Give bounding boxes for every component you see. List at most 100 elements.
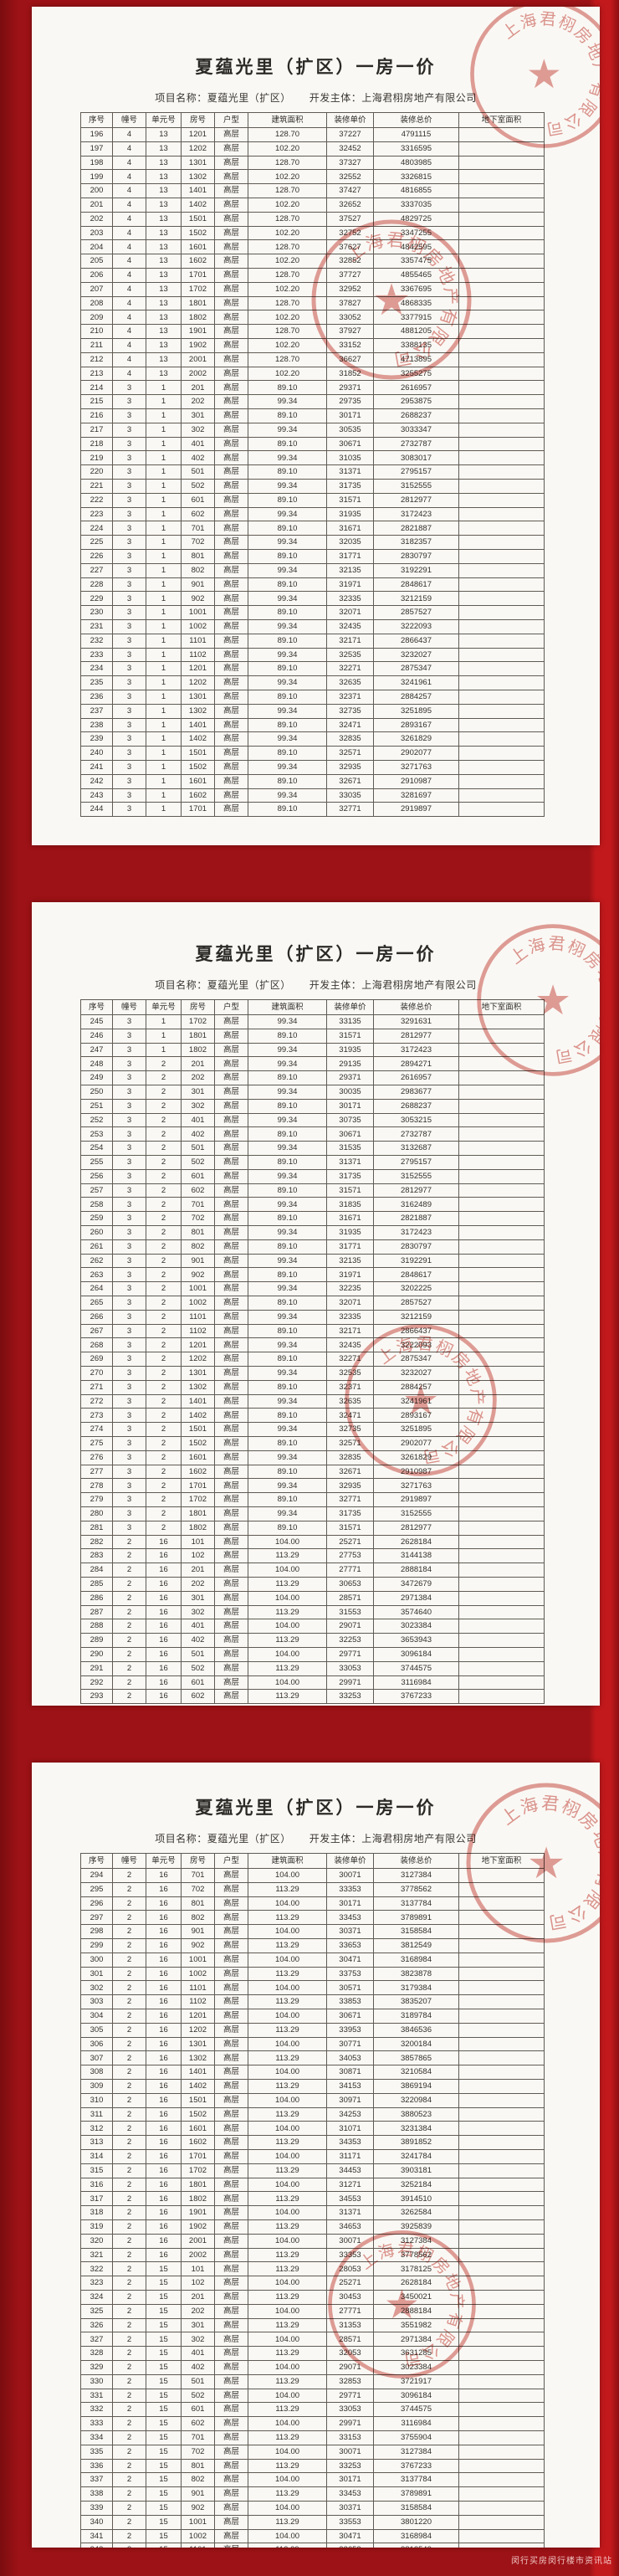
cell: 高层	[214, 1590, 248, 1606]
cell: 15	[146, 2416, 182, 2431]
cell: 2	[146, 1379, 182, 1395]
cell: 202	[80, 211, 113, 227]
cell: 1801	[181, 1028, 215, 1044]
cell: 901	[181, 2486, 215, 2502]
cell: 1501	[181, 211, 215, 227]
cell: 16	[146, 2191, 182, 2207]
cell: 402	[181, 1126, 215, 1142]
cell: 4	[112, 310, 146, 326]
cell: 2	[146, 1281, 182, 1296]
cell: 201	[181, 380, 215, 396]
cell: 339	[80, 2500, 113, 2516]
cell: 1101	[181, 2543, 215, 2548]
cell: 30653	[326, 1576, 374, 1592]
cell: 31371	[326, 464, 374, 480]
cell: 99.34	[248, 759, 327, 775]
cell: 2	[112, 2233, 146, 2249]
cell: 2910987	[373, 1464, 459, 1480]
cell: 231	[80, 618, 113, 634]
table-row: 245 3 1 1702 高层 99.34 33135 3291631	[80, 1014, 545, 1029]
cell	[458, 1155, 545, 1170]
cell: 1902	[181, 338, 215, 353]
cell: 99.34	[248, 1450, 327, 1465]
cell: 3	[112, 675, 146, 690]
cell: 113.29	[248, 2022, 327, 2038]
cell: 16	[146, 1881, 182, 1897]
cell: 3255275	[373, 366, 459, 382]
cell: 高层	[214, 1422, 248, 1437]
cell: 328	[80, 2346, 113, 2361]
cell: 3	[112, 521, 146, 536]
cell: 113.29	[248, 2486, 327, 2502]
table-row: 284 2 16 201 高层 104.00 27771 2888184	[80, 1563, 545, 1578]
cell: 99.34	[248, 535, 327, 550]
cell: 113.29	[248, 2514, 327, 2530]
cell: 3127384	[373, 2444, 459, 2460]
developer-label: 开发主体：上海君栩房地产有限公司	[309, 1833, 477, 1845]
cell: 1602	[181, 788, 215, 803]
cell: 290	[80, 1646, 113, 1662]
cell: 3291631	[373, 1014, 459, 1029]
cell	[458, 338, 545, 353]
cell: 402	[181, 2359, 215, 2375]
table-row: 224 3 1 701 高层 89.10 31671 2821887	[80, 521, 545, 536]
cell: 258	[80, 1197, 113, 1213]
cell: 3033347	[373, 422, 459, 438]
cell: 224	[80, 521, 113, 536]
cell: 30671	[326, 1126, 374, 1142]
cell: 32071	[326, 1296, 374, 1311]
cell: 3252184	[373, 2177, 459, 2193]
cell: 232	[80, 633, 113, 649]
cell: 3137784	[373, 2472, 459, 2488]
cell: 89.10	[248, 773, 327, 789]
cell: 高层	[214, 788, 248, 803]
cell: 2848617	[373, 1267, 459, 1283]
cell: 242	[80, 773, 113, 789]
cell: 32435	[326, 618, 374, 634]
table-row: 329 2 15 402 高层 104.00 29071 3023384	[80, 2359, 545, 2375]
cell: 3168984	[373, 2528, 459, 2544]
cell: 2	[112, 2500, 146, 2516]
cell: 高层	[214, 2036, 248, 2052]
cell: 高层	[214, 605, 248, 620]
cell	[458, 1197, 545, 1213]
table-row: 311 2 16 1502 高层 113.29 34253 3880523	[80, 2106, 545, 2122]
cell	[458, 2514, 545, 2530]
cell: 253	[80, 1126, 113, 1142]
cell: 89.10	[248, 1098, 327, 1114]
cell: 701	[181, 2430, 215, 2445]
cell: 高层	[214, 1492, 248, 1507]
cell: 2	[112, 1534, 146, 1550]
cell: 104.00	[248, 1646, 327, 1662]
cell: 4868335	[373, 295, 459, 311]
cell: 30671	[326, 2009, 374, 2024]
cell: 3	[112, 689, 146, 705]
cell	[458, 1506, 545, 1521]
cell: 32235	[326, 1281, 374, 1296]
cell: 113.29	[248, 2191, 327, 2207]
cell: 高层	[214, 464, 248, 480]
cell: 30171	[326, 2472, 374, 2488]
cell: 701	[181, 1868, 215, 1883]
cell: 3	[112, 548, 146, 564]
cell: 99.34	[248, 731, 327, 747]
cell: 502	[181, 478, 215, 494]
table-row: 271 3 2 1302 高层 89.10 32371 2884257	[80, 1379, 545, 1395]
cell: 89.10	[248, 492, 327, 508]
cell: 1	[146, 605, 182, 620]
cell: 113.29	[248, 2106, 327, 2122]
cell: 287	[80, 1604, 113, 1620]
cell: 1101	[181, 1980, 215, 1996]
cell: 高层	[214, 618, 248, 634]
cell: 31353	[326, 2317, 374, 2333]
cell: 2	[146, 1211, 182, 1227]
cell: 277	[80, 1464, 113, 1480]
cell: 30071	[326, 1868, 374, 1883]
cell: 307	[80, 2050, 113, 2066]
cell: 16	[146, 2121, 182, 2137]
cell: 16	[146, 1633, 182, 1648]
cell: 1101	[181, 633, 215, 649]
cell: 3653943	[373, 1633, 459, 1648]
cell: 2902077	[373, 746, 459, 761]
table-row: 317 2 16 1802 高层 113.29 34553 3914510	[80, 2191, 545, 2207]
